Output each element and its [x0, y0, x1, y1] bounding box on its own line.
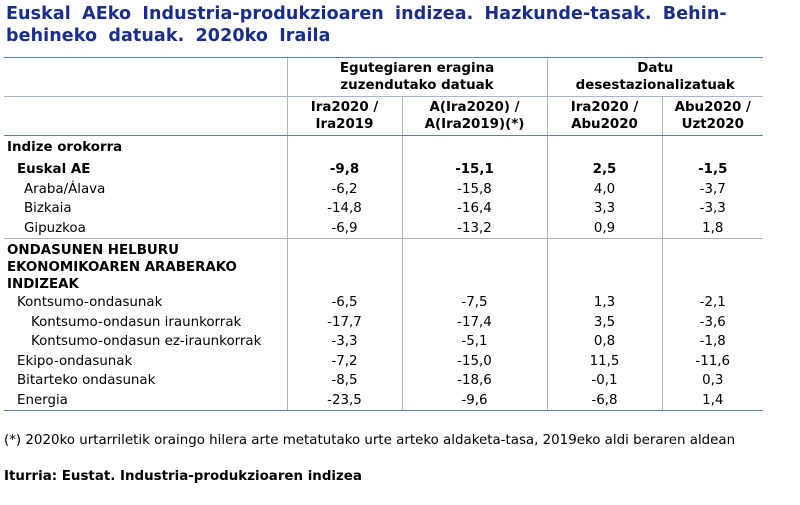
cell-value: -1,5 — [661, 160, 763, 180]
header-col4: Abu2020 / Uzt2020 — [661, 96, 763, 136]
cell-value: 1,4 — [661, 390, 763, 411]
cell-value: 2,5 — [546, 160, 662, 180]
cell-value: -15,8 — [401, 179, 547, 199]
header-col1-line2: Ira2019 — [315, 117, 374, 132]
cell-value: 0,8 — [546, 332, 662, 352]
cell-value: -9,8 — [286, 160, 402, 180]
cell-value: 1,3 — [546, 293, 662, 313]
footnote: (*) 2020ko urtarriletik oraingo hilera a… — [4, 433, 736, 448]
section-title-goods-line1: ONDASUNEN HELBURU — [7, 243, 179, 258]
cell-value: -16,4 — [401, 199, 547, 219]
cell-value: 1,8 — [661, 218, 763, 239]
row-label: Euskal AE — [17, 162, 91, 177]
section-title-goods: ONDASUNEN HELBURU EKONOMIKOAREN ARABERAK… — [4, 238, 287, 293]
table-row: Bizkaia -14,8 -16,4 3,3 -3,3 — [4, 199, 763, 219]
cell-value: -11,6 — [661, 351, 763, 371]
cell-value: -6,5 — [286, 293, 402, 313]
cell-value: -15,0 — [401, 351, 547, 371]
cell-value: 3,5 — [546, 312, 662, 332]
table-row: Kontsumo-ondasun ez-iraunkorrak -3,3 -5,… — [4, 332, 763, 352]
row-label: Bitarteko ondasunak — [17, 373, 156, 388]
header-group-seasonal-line1: Datu — [637, 61, 674, 76]
row-label: Bizkaia — [24, 201, 72, 216]
cell-value: 0,3 — [661, 371, 763, 391]
row-label: Kontsumo-ondasun ez-iraunkorrak — [31, 334, 262, 349]
source-note: Iturria: Eustat. Industria-produkzioaren… — [4, 469, 362, 484]
table-title: Euskal AEko Industria-produkzioaren indi… — [6, 4, 727, 46]
cell-value: -3,3 — [286, 332, 402, 352]
cell-value: -13,2 — [401, 218, 547, 239]
header-group-calendar-label: Egutegiaren eragina zuzendutako datuak — [339, 61, 495, 93]
cell-value: -7,5 — [401, 293, 547, 313]
cell-value: -1,8 — [661, 332, 763, 352]
header-col3-line1: Ira2020 / — [570, 100, 639, 115]
row-label: Ekipo-ondasunak — [17, 353, 133, 369]
cell-value: -17,7 — [286, 312, 402, 332]
header-col3-line2: Abu2020 — [571, 117, 638, 132]
cell-value: -6,2 — [286, 179, 402, 199]
cell-value: -8,5 — [286, 371, 402, 391]
table-row: Bitarteko ondasunak -8,5 -18,6 -0,1 0,3 — [4, 371, 763, 391]
header-col2-line2: A(Ira2019)(*) — [424, 117, 525, 132]
section-title-goods-line3: INDIZEAK — [7, 277, 79, 292]
header-blank — [4, 57, 287, 97]
table-row: Ekipo-ondasunak -7,2 -15,0 11,5 -11,6 — [4, 351, 763, 371]
cell-value: -2,1 — [661, 293, 763, 313]
cell-value: 4,0 — [546, 179, 662, 199]
table-row: Kontsumo-ondasunak -6,5 -7,5 1,3 -2,1 — [4, 293, 763, 313]
row-label: Araba/Álava — [24, 181, 106, 197]
data-table: Egutegiaren eragina zuzendutako datuak D… — [4, 57, 763, 411]
cell-value: 3,3 — [546, 199, 662, 219]
row-label: Kontsumo-ondasunak — [17, 295, 163, 310]
cell-value: -23,5 — [286, 390, 402, 411]
cell-value: -17,4 — [401, 312, 547, 332]
row-label: Kontsumo-ondasun iraunkorrak — [31, 314, 242, 330]
cell-value: 11,5 — [546, 351, 662, 371]
header-col1-line1: Ira2020 / — [310, 100, 379, 115]
cell-value: -18,6 — [401, 371, 547, 391]
table-row: Araba/Álava -6,2 -15,8 4,0 -3,7 — [4, 179, 763, 199]
cell-value: -14,8 — [286, 199, 402, 219]
header-col1: Ira2020 / Ira2019 — [286, 96, 402, 136]
header-col4-line2: Uzt2020 — [681, 117, 744, 132]
header-blank-2 — [4, 96, 287, 136]
table-row: Euskal AE -9,8 -15,1 2,5 -1,5 — [4, 160, 763, 180]
section-title-general: Indize orokorra — [7, 140, 123, 155]
header-group-seasonal-line2: desestazionalizatuak — [575, 78, 735, 93]
table-row: Energia -23,5 -9,6 -6,8 1,4 — [4, 390, 763, 411]
row-label: Energia — [4, 390, 287, 411]
header-col2-line1: A(Ira2020) / — [429, 100, 520, 115]
cell-value: -0,1 — [546, 371, 662, 391]
cell-value: -3,3 — [661, 199, 763, 219]
header-col2: A(Ira2020) / A(Ira2019)(*) — [401, 96, 547, 136]
row-label: Gipuzkoa — [24, 220, 86, 236]
cell-value: -5,1 — [401, 332, 547, 352]
cell-value: -3,7 — [661, 179, 763, 199]
header-group-seasonal: Datu desestazionalizatuak — [546, 57, 763, 97]
table-row: Kontsumo-ondasun iraunkorrak -17,7 -17,4… — [4, 312, 763, 332]
header-col3: Ira2020 / Abu2020 — [546, 96, 662, 136]
header-group-calendar: Egutegiaren eragina zuzendutako datuak — [286, 57, 547, 97]
section-title-goods-line2: EKONOMIKOAREN ARABERAKO — [7, 260, 237, 275]
cell-value: -9,6 — [401, 390, 547, 411]
cell-value: -6,8 — [546, 390, 662, 411]
cell-value: -7,2 — [286, 351, 402, 371]
header-col4-line1: Abu2020 / — [674, 100, 751, 115]
cell-value: 0,9 — [546, 218, 662, 239]
table-row: Gipuzkoa -6,9 -13,2 0,9 1,8 — [4, 218, 763, 239]
cell-value: -3,6 — [661, 312, 763, 332]
cell-value: -15,1 — [401, 160, 547, 180]
cell-value: -6,9 — [286, 218, 402, 239]
